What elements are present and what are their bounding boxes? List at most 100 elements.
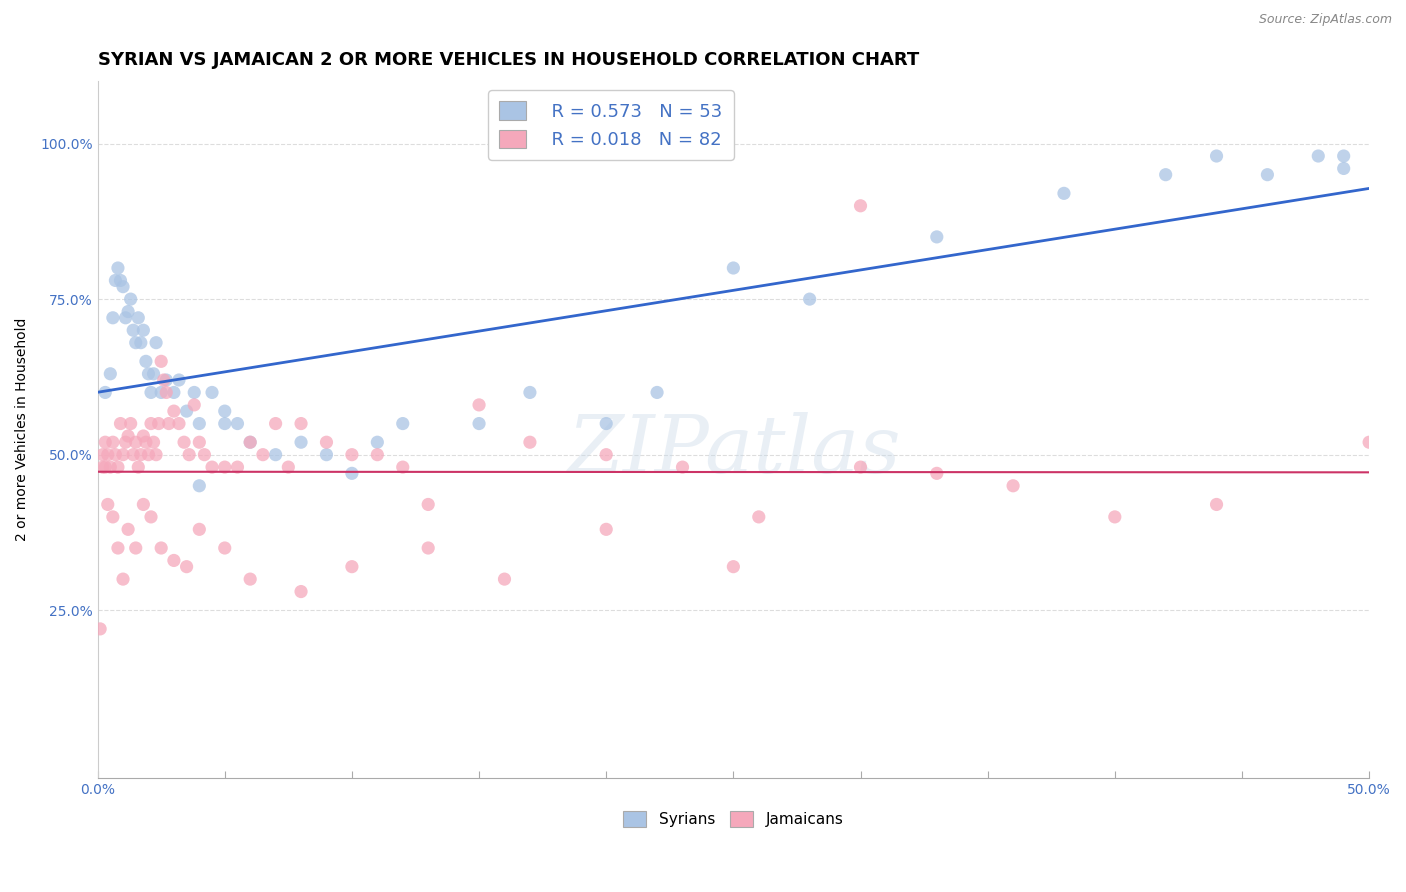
Point — [519, 435, 541, 450]
Point — [157, 417, 180, 431]
Point — [214, 404, 236, 418]
Point — [1308, 149, 1330, 163]
Point — [748, 509, 770, 524]
Point — [94, 460, 117, 475]
Point — [163, 404, 186, 418]
Point — [139, 509, 162, 524]
Point — [114, 435, 136, 450]
Point — [290, 435, 312, 450]
Point — [188, 435, 211, 450]
Point — [214, 541, 236, 555]
Point — [201, 460, 224, 475]
Point — [101, 435, 124, 450]
Point — [125, 541, 148, 555]
Point — [138, 367, 160, 381]
Point — [290, 584, 312, 599]
Point — [418, 498, 440, 512]
Point — [110, 273, 132, 287]
Point — [264, 448, 287, 462]
Point — [110, 417, 132, 431]
Point — [112, 279, 135, 293]
Point — [107, 460, 129, 475]
Point — [1205, 149, 1227, 163]
Point — [139, 385, 162, 400]
Point — [150, 541, 173, 555]
Point — [1154, 168, 1177, 182]
Point — [150, 385, 173, 400]
Point — [1002, 479, 1025, 493]
Point — [150, 354, 173, 368]
Point — [145, 448, 167, 462]
Point — [315, 435, 337, 450]
Point — [107, 260, 129, 275]
Point — [494, 572, 516, 586]
Point — [104, 448, 127, 462]
Point — [925, 467, 948, 481]
Point — [132, 429, 155, 443]
Point — [155, 385, 177, 400]
Point — [1104, 509, 1126, 524]
Point — [97, 498, 120, 512]
Point — [152, 373, 174, 387]
Point — [122, 448, 145, 462]
Point — [101, 310, 124, 325]
Point — [671, 460, 693, 475]
Point — [117, 429, 139, 443]
Point — [595, 417, 617, 431]
Text: ZIPatlas: ZIPatlas — [567, 412, 900, 490]
Point — [264, 417, 287, 431]
Point — [122, 323, 145, 337]
Text: SYRIAN VS JAMAICAN 2 OR MORE VEHICLES IN HOUSEHOLD CORRELATION CHART: SYRIAN VS JAMAICAN 2 OR MORE VEHICLES IN… — [97, 51, 920, 69]
Point — [127, 310, 149, 325]
Point — [645, 385, 668, 400]
Point — [125, 335, 148, 350]
Point — [117, 522, 139, 536]
Point — [1333, 161, 1355, 176]
Point — [849, 460, 872, 475]
Point — [799, 292, 821, 306]
Point — [1333, 149, 1355, 163]
Point — [1256, 168, 1278, 182]
Point — [91, 448, 114, 462]
Point — [188, 522, 211, 536]
Point — [418, 541, 440, 555]
Point — [188, 417, 211, 431]
Point — [391, 460, 413, 475]
Point — [91, 460, 114, 475]
Point — [723, 559, 745, 574]
Point — [98, 460, 121, 475]
Point — [277, 460, 299, 475]
Point — [595, 522, 617, 536]
Point — [468, 398, 491, 412]
Point — [188, 479, 211, 493]
Point — [135, 354, 157, 368]
Point — [138, 448, 160, 462]
Point — [117, 304, 139, 318]
Point — [849, 199, 872, 213]
Point — [239, 435, 262, 450]
Legend: Syrians, Jamaicans: Syrians, Jamaicans — [617, 805, 849, 833]
Point — [114, 310, 136, 325]
Point — [1053, 186, 1076, 201]
Point — [163, 385, 186, 400]
Point — [176, 404, 198, 418]
Point — [340, 448, 363, 462]
Point — [391, 417, 413, 431]
Point — [98, 367, 121, 381]
Point — [120, 292, 142, 306]
Point — [129, 448, 152, 462]
Point — [94, 435, 117, 450]
Point — [132, 498, 155, 512]
Point — [148, 417, 170, 431]
Point — [468, 417, 491, 431]
Y-axis label: 2 or more Vehicles in Household: 2 or more Vehicles in Household — [15, 318, 30, 541]
Text: Source: ZipAtlas.com: Source: ZipAtlas.com — [1258, 13, 1392, 27]
Point — [112, 572, 135, 586]
Point — [252, 448, 274, 462]
Point — [107, 541, 129, 555]
Point — [139, 417, 162, 431]
Point — [226, 460, 249, 475]
Point — [142, 367, 165, 381]
Point — [366, 435, 388, 450]
Point — [142, 435, 165, 450]
